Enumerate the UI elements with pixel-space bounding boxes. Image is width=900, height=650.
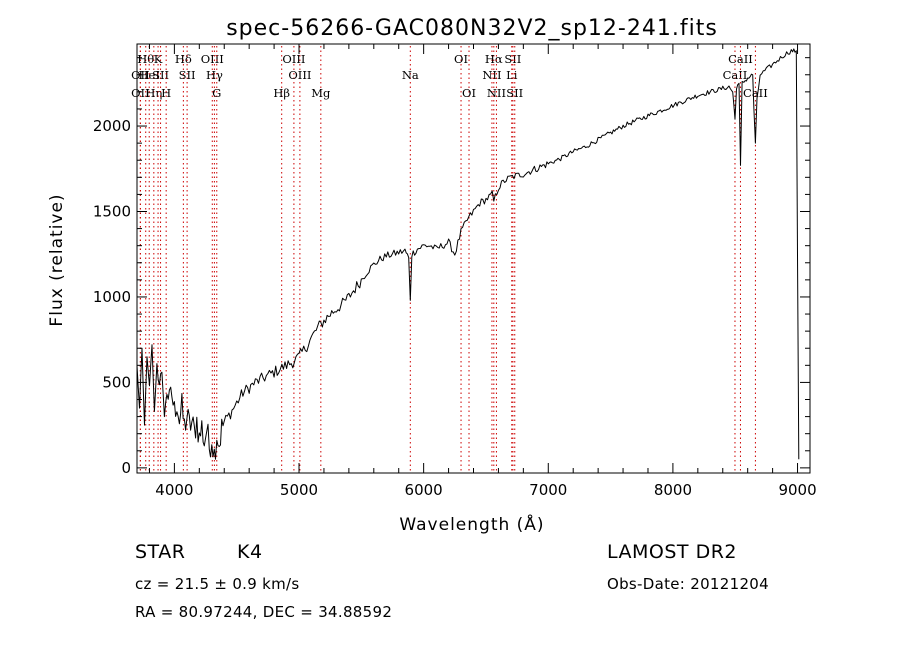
x-tick-label: 5000: [280, 481, 318, 499]
marker-label: OII: [131, 86, 150, 100]
marker-label: CaII: [723, 68, 748, 82]
marker-label: G: [212, 86, 221, 100]
marker-label: Hα: [485, 52, 503, 66]
marker-label: OI: [462, 86, 476, 100]
marker-label: Mg: [311, 86, 331, 100]
marker-label: Hγ: [206, 68, 223, 82]
marker-label: SII: [506, 86, 523, 100]
marker-label: Hδ: [175, 52, 192, 66]
y-tick-label: 1500: [93, 202, 131, 220]
x-tick-label: 9000: [778, 481, 816, 499]
y-tick-label: 500: [102, 373, 131, 391]
x-tick-label: 7000: [529, 481, 567, 499]
y-tick-label: 1000: [93, 288, 131, 306]
survey-name: LAMOST DR2: [607, 541, 737, 563]
marker-label: Hβ: [273, 86, 290, 100]
marker-label: SII: [504, 52, 521, 66]
x-tick-label: 8000: [654, 481, 692, 499]
marker-label: OIII: [282, 52, 305, 66]
marker-label: SII: [179, 68, 196, 82]
chart-title: spec-56266-GAC080N32V2_sp12-241.fits: [226, 16, 718, 41]
y-axis-label: Flux (relative): [47, 193, 67, 326]
marker-label: Na: [402, 68, 419, 82]
spectral-line-markers: OIIOIIHθHeIHηKSIIHHδSIIOIIIHγGHβOIIIOIII…: [131, 46, 768, 471]
axes: 4000 5000 6000 7000 8000 9000 0 500 1000 1500 2000: [93, 43, 817, 499]
marker-label: NII: [482, 68, 501, 82]
y-tick-label: 2000: [93, 117, 131, 135]
y-tick-label: 0: [121, 459, 131, 477]
x-tick-label: 6000: [405, 481, 443, 499]
marker-label: K: [154, 52, 163, 66]
x-tick-label: 4000: [155, 481, 193, 499]
marker-label: HeI: [139, 68, 160, 82]
marker-label: Hθ: [137, 52, 154, 66]
marker-label: NII: [487, 86, 506, 100]
marker-label: SII: [152, 68, 169, 82]
plot-frame: [136, 43, 811, 474]
sky-coordinates: RA = 80.97244, DEC = 34.88592: [135, 603, 393, 621]
marker-label: OIII: [288, 68, 311, 82]
object-subclass: K4: [237, 541, 263, 563]
observation-date: Obs-Date: 20121204: [607, 575, 769, 593]
spectrum-series: [136, 48, 800, 460]
x-axis-label: Wavelength (Å): [399, 513, 544, 535]
marker-label: CaII: [728, 52, 753, 66]
spectrum-line: [136, 48, 800, 460]
marker-label: Hη: [145, 86, 162, 100]
object-class: STAR: [135, 541, 186, 563]
marker-label: H: [161, 86, 171, 100]
marker-label: OI: [454, 52, 468, 66]
marker-label: CaII: [743, 86, 768, 100]
marker-label: OIII: [201, 52, 224, 66]
marker-label: Li: [506, 68, 518, 82]
redshift-velocity: cz = 21.5 ± 0.9 km/s: [135, 575, 300, 593]
